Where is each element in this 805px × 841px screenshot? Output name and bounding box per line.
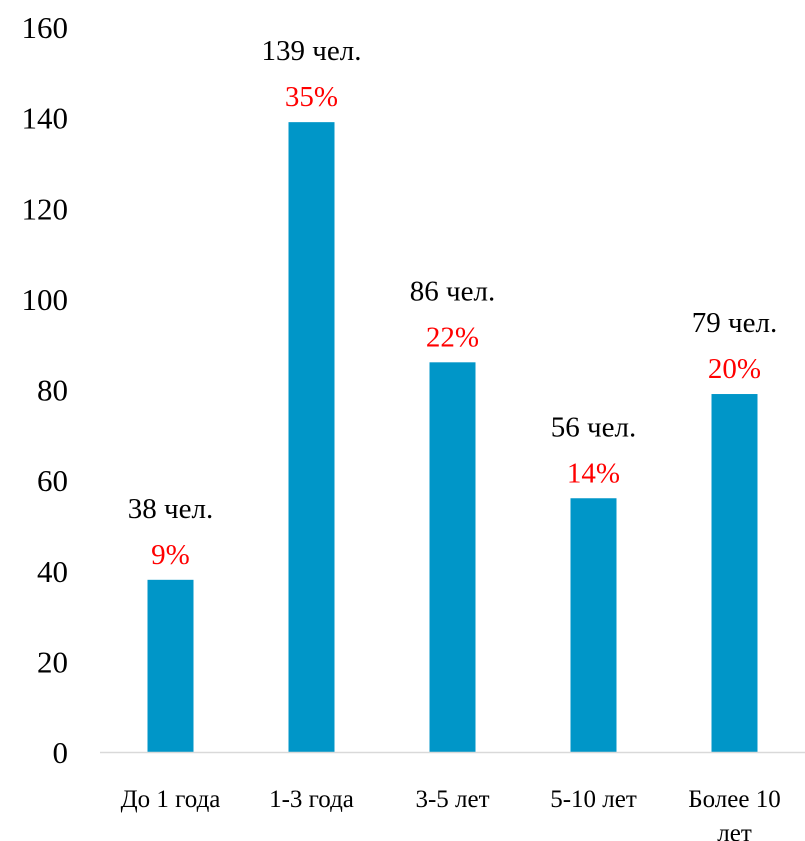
x-tick-label: лет <box>717 820 752 841</box>
y-tick-label: 100 <box>22 282 69 317</box>
percent-data-label: 14% <box>567 457 620 489</box>
y-tick-label: 40 <box>37 554 68 589</box>
y-tick-label: 20 <box>37 644 68 679</box>
bar <box>147 579 194 752</box>
x-tick-label: 1-3 года <box>269 786 354 813</box>
bar <box>711 394 758 752</box>
x-tick-label: До 1 года <box>121 786 221 813</box>
bar <box>288 122 335 752</box>
percent-data-label: 9% <box>151 539 190 571</box>
y-tick-label: 80 <box>37 373 68 408</box>
bar <box>570 498 617 752</box>
y-axis: 0 20 40 60 80 100 120 140 160 <box>22 10 69 770</box>
x-tick-label: 3-5 лет <box>415 786 489 813</box>
percent-data-label: 22% <box>426 321 479 353</box>
count-data-label: 38 чел. <box>128 493 213 525</box>
y-tick-label: 60 <box>37 463 68 498</box>
count-data-label: 139 чел. <box>262 35 362 67</box>
count-data-label: 79 чел. <box>692 307 777 339</box>
y-tick-label: 120 <box>22 191 69 226</box>
count-data-label: 56 чел. <box>551 411 636 443</box>
bar <box>429 362 476 752</box>
x-axis: До 1 года 1-3 года 3-5 лет 5-10 лет Более 10… <box>121 786 781 841</box>
x-tick-label: 5-10 лет <box>550 786 637 813</box>
data-labels-group: 9% 38 чел. 35% 139 чел. 22% 86 чел. 14% 56 чел.… <box>128 35 777 571</box>
x-tick-label: Более 10 <box>688 786 780 813</box>
y-tick-label: 160 <box>22 10 69 45</box>
y-tick-label: 0 <box>53 735 69 770</box>
y-tick-label: 140 <box>22 101 69 136</box>
count-data-label: 86 чел. <box>410 275 495 307</box>
percent-data-label: 20% <box>708 353 761 385</box>
percent-data-label: 35% <box>285 81 338 113</box>
bars-group <box>147 122 758 752</box>
